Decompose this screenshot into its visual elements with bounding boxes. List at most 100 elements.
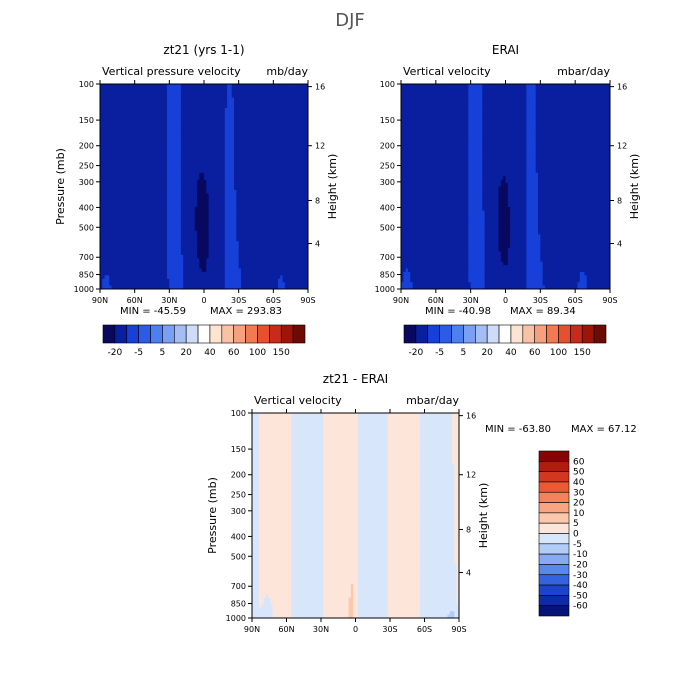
field-cell [187,176,191,181]
field-cell [280,111,284,116]
field-cell [204,104,207,109]
field-cell [197,97,200,102]
field-cell [169,282,173,287]
field-cell [236,179,240,184]
field-cell [238,220,242,225]
field-cell [102,220,106,225]
field-cell [116,138,120,143]
field-cell [194,118,198,123]
field-cell [208,186,212,191]
field-cell [185,84,189,89]
field-cell [155,258,159,263]
field-cell [231,196,235,201]
field-cell [271,148,274,153]
field-cell [240,84,244,89]
field-cell [224,278,228,283]
field-cell [104,261,108,266]
field-cell [148,254,152,259]
field-cell [229,138,233,143]
field-cell [204,97,207,102]
field-cell [180,166,184,171]
field-cell [204,193,207,198]
field-cell [116,227,120,232]
field-cell [222,278,226,283]
field-cell [264,244,267,249]
field-cell [143,278,147,283]
field-cell [284,90,288,95]
field-cell [146,84,150,89]
field-cell [217,162,221,167]
field-cell [125,200,129,205]
field-cell [259,107,263,112]
field-cell [217,203,221,208]
field-cell [261,213,265,218]
field-cell [148,189,152,194]
field-cell [229,237,233,242]
field-cell [125,90,129,95]
field-cell [204,275,207,280]
field-cell [254,172,258,177]
field-cell [118,234,122,239]
field-cell [247,210,251,215]
field-cell [155,131,159,136]
field-cell [125,244,129,249]
field-cell [208,241,212,246]
field-cell [100,176,103,181]
field-cell [183,84,187,89]
field-cell [268,104,272,109]
field-cell [132,121,136,126]
field-cell [284,224,288,229]
field-cell [289,145,293,150]
field-cell [254,111,258,116]
field-cell [113,275,117,280]
field-cell [275,203,279,208]
field-cell [268,155,272,160]
field-cell [102,241,106,246]
field-cell [139,94,143,99]
field-cell [259,234,263,239]
field-cell [164,230,168,235]
field-cell [141,94,145,99]
field-cell [245,248,249,253]
field-cell [217,94,221,99]
field-cell [229,172,233,177]
field-cell [176,97,180,102]
field-cell [247,131,251,136]
field-cell [208,237,212,242]
field-cell [162,176,166,181]
field-cell [222,200,226,205]
field-cell [173,210,177,215]
field-cell [150,162,154,167]
field-cell [180,155,184,160]
field-cell [220,97,224,102]
field-cell [236,84,240,89]
field-cell [150,258,154,263]
field-cell [284,135,288,140]
field-cell [111,285,115,289]
field-cell [231,148,235,153]
field-cell [120,268,124,273]
field-cell [194,224,198,229]
field-cell [257,97,261,102]
field-cell [208,128,212,133]
field-cell [257,244,261,249]
field-cell [234,261,237,266]
field-cell [220,248,224,253]
field-cell [289,183,293,188]
field-cell [238,248,242,253]
field-cell [134,224,138,229]
field-cell [280,166,284,171]
field-cell [213,268,217,273]
field-cell [231,261,235,266]
field-cell [120,162,124,167]
field-cell [136,278,140,283]
field-cell [238,210,242,215]
field-cell [234,121,237,126]
field-cell [104,241,108,246]
field-cell [197,87,200,92]
field-cell [220,213,224,218]
field-cell [155,179,159,184]
field-cell [222,97,226,102]
field-cell [187,241,191,246]
field-cell [282,125,286,130]
